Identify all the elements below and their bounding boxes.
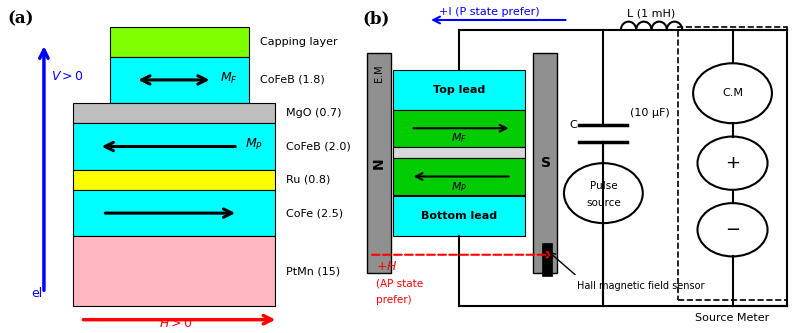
Text: L (1 mH): L (1 mH) bbox=[627, 8, 676, 18]
Text: el: el bbox=[31, 287, 42, 300]
Bar bbox=[73, 170, 275, 190]
Bar bbox=[110, 27, 249, 57]
Text: N: N bbox=[373, 158, 386, 169]
Bar bbox=[110, 57, 249, 103]
Bar bbox=[393, 196, 525, 236]
Text: +I (P state prefer): +I (P state prefer) bbox=[439, 7, 540, 17]
Bar bbox=[73, 236, 275, 306]
Bar bbox=[73, 103, 275, 123]
Text: −: − bbox=[725, 221, 740, 239]
Text: (a): (a) bbox=[7, 10, 33, 27]
Bar bbox=[393, 110, 525, 147]
Text: $M_F$: $M_F$ bbox=[451, 132, 467, 145]
Bar bbox=[73, 123, 275, 170]
Bar bbox=[533, 53, 557, 273]
Text: C: C bbox=[569, 120, 577, 130]
Text: $M_F$: $M_F$ bbox=[220, 71, 238, 86]
Bar bbox=[393, 147, 525, 158]
Bar bbox=[393, 158, 525, 195]
Text: S: S bbox=[540, 156, 551, 170]
Text: Source Meter: Source Meter bbox=[696, 313, 770, 323]
Text: Bottom lead: Bottom lead bbox=[421, 211, 497, 221]
Bar bbox=[678, 27, 787, 300]
Bar bbox=[393, 70, 525, 110]
Text: E.M: E.M bbox=[374, 65, 384, 82]
Text: CoFeB (1.8): CoFeB (1.8) bbox=[260, 75, 325, 85]
Text: Pulse: Pulse bbox=[590, 181, 617, 191]
Bar bbox=[73, 190, 275, 236]
Text: (b): (b) bbox=[362, 10, 390, 27]
Text: Hall magnetic field sensor: Hall magnetic field sensor bbox=[577, 281, 704, 291]
Text: Ru (0.8): Ru (0.8) bbox=[286, 175, 330, 185]
Text: PtMn (15): PtMn (15) bbox=[286, 266, 340, 276]
Bar bbox=[367, 53, 391, 273]
Text: source: source bbox=[586, 198, 621, 208]
Text: (AP state: (AP state bbox=[376, 278, 423, 288]
Text: $V>0$: $V>0$ bbox=[51, 70, 84, 83]
Text: (10 μF): (10 μF) bbox=[630, 108, 669, 118]
Text: $M_P$: $M_P$ bbox=[451, 180, 467, 193]
Text: CoFe (2.5): CoFe (2.5) bbox=[286, 208, 343, 218]
Text: MgO (0.7): MgO (0.7) bbox=[286, 108, 341, 118]
Text: Capping layer: Capping layer bbox=[260, 37, 338, 47]
Text: +: + bbox=[725, 154, 740, 172]
Text: C.M: C.M bbox=[722, 88, 743, 98]
Text: prefer): prefer) bbox=[376, 295, 412, 305]
Text: Top lead: Top lead bbox=[433, 85, 485, 95]
Text: $+H$: $+H$ bbox=[376, 260, 397, 273]
Bar bbox=[542, 243, 552, 276]
Text: CoFeB (2.0): CoFeB (2.0) bbox=[286, 142, 350, 152]
Text: $M_P$: $M_P$ bbox=[245, 137, 263, 153]
Text: $H>0$: $H>0$ bbox=[159, 317, 193, 330]
